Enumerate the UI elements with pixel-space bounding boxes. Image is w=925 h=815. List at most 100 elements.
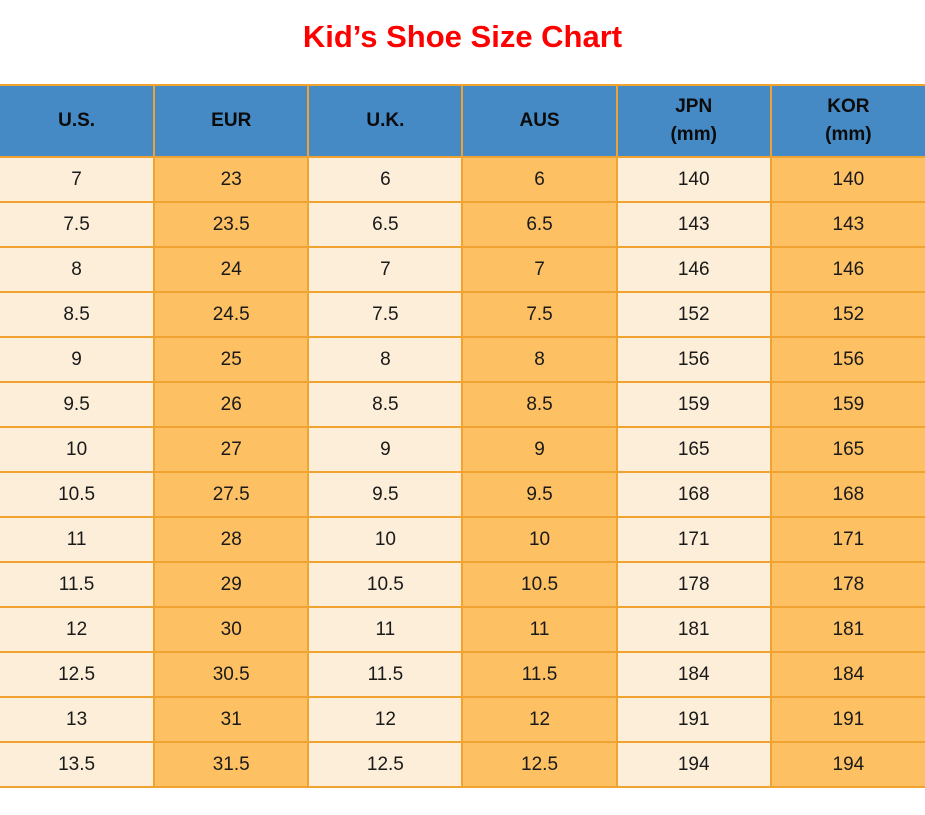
table-cell-jpn-mm: 184 <box>616 652 772 698</box>
table-cell-aus: 12 <box>462 697 618 743</box>
table-cell-eur: 27.5 <box>154 472 310 518</box>
column-header-eur: EUR <box>154 85 310 158</box>
table-cell-aus: 11 <box>462 607 618 653</box>
table-cell-us: 11.5 <box>0 562 156 608</box>
table-row: 12.5 30.5 11.5 11.5 184 184 <box>0 652 925 698</box>
table-cell-kor-mm: 156 <box>770 337 925 383</box>
table-cell-uk: 8 <box>308 337 464 383</box>
table-cell-eur: 23 <box>154 157 310 203</box>
table-cell-aus: 9 <box>462 427 618 473</box>
table-row: 7 23 6 6 140 140 <box>0 157 925 203</box>
table-cell-aus: 12.5 <box>462 742 618 788</box>
table-cell-eur: 30 <box>154 607 310 653</box>
table-cell-kor-mm: 168 <box>770 472 925 518</box>
table-cell-aus: 7 <box>462 247 618 293</box>
table-cell-jpn-mm: 165 <box>616 427 772 473</box>
table-cell-eur: 25 <box>154 337 310 383</box>
table-cell-uk: 10.5 <box>308 562 464 608</box>
table-cell-eur: 26 <box>154 382 310 428</box>
table-cell-kor-mm: 159 <box>770 382 925 428</box>
title-bar: Kid’s Shoe Size Chart <box>0 0 925 84</box>
table-cell-jpn-mm: 146 <box>616 247 772 293</box>
table-cell-eur: 31.5 <box>154 742 310 788</box>
shoe-size-table: U.S. EUR U.K. AUS JPN (mm) KOR (mm) 7 23 6 6 140 140… <box>0 84 925 788</box>
table-cell-eur: 24.5 <box>154 292 310 338</box>
table-cell-jpn-mm: 191 <box>616 697 772 743</box>
table-cell-uk: 8.5 <box>308 382 464 428</box>
table-cell-uk: 7 <box>308 247 464 293</box>
column-header-line: EUR <box>211 110 252 132</box>
table-cell-uk: 11 <box>308 607 464 653</box>
table-cell-eur: 29 <box>154 562 310 608</box>
table-cell-eur: 23.5 <box>154 202 310 248</box>
table-cell-jpn-mm: 152 <box>616 292 772 338</box>
table-cell-uk: 9 <box>308 427 464 473</box>
table-cell-eur: 24 <box>154 247 310 293</box>
table-cell-kor-mm: 171 <box>770 517 925 563</box>
column-header-line: AUS <box>519 110 560 132</box>
table-cell-kor-mm: 191 <box>770 697 925 743</box>
table-cell-aus: 10.5 <box>462 562 618 608</box>
table-cell-kor-mm: 178 <box>770 562 925 608</box>
column-header-line: JPN <box>675 96 713 118</box>
table-cell-us: 7 <box>0 157 156 203</box>
table-cell-kor-mm: 165 <box>770 427 925 473</box>
table-cell-aus: 7.5 <box>462 292 618 338</box>
table-row: 8.5 24.5 7.5 7.5 152 152 <box>0 292 925 338</box>
table-cell-us: 8.5 <box>0 292 156 338</box>
table-cell-uk: 6 <box>308 157 464 203</box>
table-cell-us: 9.5 <box>0 382 156 428</box>
table-cell-us: 10.5 <box>0 472 156 518</box>
table-row: 10.5 27.5 9.5 9.5 168 168 <box>0 472 925 518</box>
table-cell-uk: 12.5 <box>308 742 464 788</box>
page-title: Kid’s Shoe Size Chart <box>302 19 623 55</box>
table-cell-jpn-mm: 143 <box>616 202 772 248</box>
table-cell-aus: 11.5 <box>462 652 618 698</box>
table-body: 7 23 6 6 140 140 7.5 23.5 6.5 6.5 143 143 8 24 7 7 146 14… <box>0 157 925 788</box>
table-cell-us: 10 <box>0 427 156 473</box>
table-cell-uk: 7.5 <box>308 292 464 338</box>
column-header-line: (mm) <box>825 124 872 145</box>
table-cell-jpn-mm: 168 <box>616 472 772 518</box>
table-cell-aus: 8 <box>462 337 618 383</box>
table-cell-jpn-mm: 171 <box>616 517 772 563</box>
table-cell-kor-mm: 146 <box>770 247 925 293</box>
table-cell-uk: 12 <box>308 697 464 743</box>
column-header-line: KOR <box>827 96 870 118</box>
table-row: 11 28 10 10 171 171 <box>0 517 925 563</box>
column-header-kor-mm: KOR (mm) <box>770 85 925 158</box>
table-cell-kor-mm: 152 <box>770 292 925 338</box>
table-cell-jpn-mm: 194 <box>616 742 772 788</box>
table-row: 11.5 29 10.5 10.5 178 178 <box>0 562 925 608</box>
column-header-line: (mm) <box>670 124 717 145</box>
table-cell-uk: 6.5 <box>308 202 464 248</box>
table-row: 13 31 12 12 191 191 <box>0 697 925 743</box>
table-cell-jpn-mm: 156 <box>616 337 772 383</box>
table-cell-aus: 6 <box>462 157 618 203</box>
table-cell-jpn-mm: 140 <box>616 157 772 203</box>
table-row: 12 30 11 11 181 181 <box>0 607 925 653</box>
table-cell-us: 13 <box>0 697 156 743</box>
table-cell-aus: 10 <box>462 517 618 563</box>
table-cell-eur: 27 <box>154 427 310 473</box>
table-cell-us: 11 <box>0 517 156 563</box>
table-row: 7.5 23.5 6.5 6.5 143 143 <box>0 202 925 248</box>
table-cell-jpn-mm: 159 <box>616 382 772 428</box>
table-cell-kor-mm: 140 <box>770 157 925 203</box>
table-cell-aus: 8.5 <box>462 382 618 428</box>
table-cell-eur: 31 <box>154 697 310 743</box>
column-header-us: U.S. <box>0 85 156 158</box>
header-row: U.S. EUR U.K. AUS JPN (mm) KOR (mm) <box>0 85 925 158</box>
table-cell-uk: 9.5 <box>308 472 464 518</box>
table-row: 13.5 31.5 12.5 12.5 194 194 <box>0 742 925 788</box>
table-cell-kor-mm: 143 <box>770 202 925 248</box>
table-row: 10 27 9 9 165 165 <box>0 427 925 473</box>
table-cell-kor-mm: 184 <box>770 652 925 698</box>
table-cell-eur: 28 <box>154 517 310 563</box>
column-header-uk: U.K. <box>308 85 464 158</box>
table-cell-us: 13.5 <box>0 742 156 788</box>
column-header-line: U.K. <box>366 110 405 132</box>
table-cell-us: 12 <box>0 607 156 653</box>
table-cell-us: 7.5 <box>0 202 156 248</box>
